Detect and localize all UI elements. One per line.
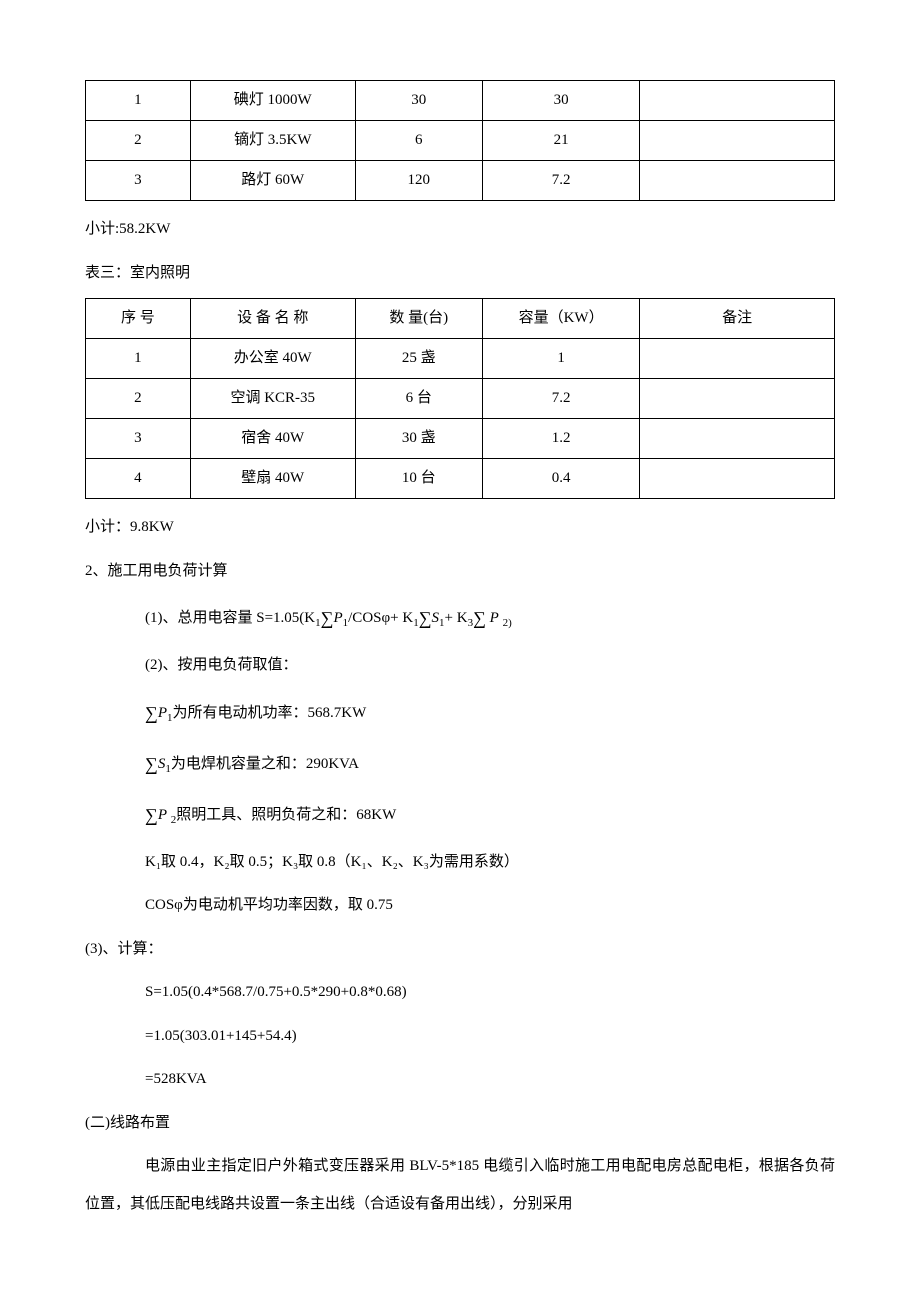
cell-name: 宿舍 40W	[190, 419, 355, 459]
table-row: 2 镝灯 3.5KW 6 21	[86, 121, 835, 161]
formula-1-text-c: + K	[445, 610, 468, 626]
cell-qty: 6	[355, 121, 482, 161]
cell-cap: 0.4	[482, 459, 639, 499]
cell-qty: 25 盏	[355, 339, 482, 379]
cell-remark	[640, 81, 835, 121]
cell-no: 3	[86, 419, 191, 459]
var-p: P	[158, 704, 167, 720]
formula-1: (1)、总用电容量 S=1.05(K1∑P1/COSφ+ K1∑S1+ K3∑ …	[85, 596, 835, 641]
cell-no: 2	[86, 121, 191, 161]
cell-cap: 30	[482, 81, 639, 121]
cell-cap: 1.2	[482, 419, 639, 459]
sigma-icon: ∑	[145, 742, 158, 787]
table-header-row: 序 号 设 备 名 称 数 量(台) 容量（KW） 备注	[86, 299, 835, 339]
sigma-icon: ∑	[419, 596, 432, 641]
cos-phi-line: COSφ为电动机平均功率因数，取 0.75	[85, 887, 835, 925]
p2-text: 照明工具、照明负荷之和：68KW	[176, 806, 396, 822]
cell-no: 2	[86, 379, 191, 419]
var-p: P	[333, 610, 342, 626]
table-row: 1 办公室 40W 25 盏 1	[86, 339, 835, 379]
p1-text: 为所有电动机功率：568.7KW	[173, 704, 367, 720]
cell-qty: 30	[355, 81, 482, 121]
cell-name: 办公室 40W	[190, 339, 355, 379]
var-s: S	[432, 610, 440, 626]
var-p: P	[158, 806, 167, 822]
cell-cap: 7.2	[482, 161, 639, 201]
cell-remark	[640, 419, 835, 459]
sigma-icon: ∑	[145, 691, 158, 736]
cell-remark	[640, 339, 835, 379]
cell-remark	[640, 121, 835, 161]
s1-text: 为电焊机容量之和：290KVA	[171, 755, 359, 771]
cell-cap: 21	[482, 121, 639, 161]
formula-2-title: (2)、按用电负荷取值：	[85, 647, 835, 685]
cell-name: 路灯 60W	[190, 161, 355, 201]
table-row: 4 壁扇 40W 10 台 0.4	[86, 459, 835, 499]
table-row: 3 路灯 60W 120 7.2	[86, 161, 835, 201]
header-name: 设 备 名 称	[190, 299, 355, 339]
calc-line-3: =528KVA	[85, 1061, 835, 1099]
cell-remark	[640, 379, 835, 419]
section-ii-body: 电源由业主指定旧户外箱式变压器采用 BLV-5*185 电缆引入临时施工用电配电…	[85, 1148, 835, 1223]
header-cap: 容量（KW）	[482, 299, 639, 339]
cell-qty: 10 台	[355, 459, 482, 499]
cell-cap: 7.2	[482, 379, 639, 419]
table-row: 2 空调 KCR-35 6 台 7.2	[86, 379, 835, 419]
p1-sum-line: ∑P1为所有电动机功率：568.7KW	[85, 691, 835, 736]
formula-1-text-a: (1)、总用电容量 S=1.05(K	[145, 610, 315, 626]
cell-name: 空调 KCR-35	[190, 379, 355, 419]
s1-sum-line: ∑S1为电焊机容量之和：290KVA	[85, 742, 835, 787]
cell-no: 3	[86, 161, 191, 201]
cell-name: 碘灯 1000W	[190, 81, 355, 121]
calc-line-2: =1.05(303.01+145+54.4)	[85, 1018, 835, 1056]
cell-name: 镝灯 3.5KW	[190, 121, 355, 161]
table-row: 1 碘灯 1000W 30 30	[86, 81, 835, 121]
p2-sum-line: ∑P 2照明工具、照明负荷之和：68KW	[85, 793, 835, 838]
sigma-icon: ∑	[473, 596, 486, 641]
cell-no: 4	[86, 459, 191, 499]
calc-title: (3)、计算：	[85, 931, 835, 969]
sigma-icon: ∑	[145, 793, 158, 838]
indoor-lighting-table: 序 号 设 备 名 称 数 量(台) 容量（KW） 备注 1 办公室 40W 2…	[85, 298, 835, 499]
table-row: 3 宿舍 40W 30 盏 1.2	[86, 419, 835, 459]
cell-name: 壁扇 40W	[190, 459, 355, 499]
cell-no: 1	[86, 339, 191, 379]
section-ii-title: (二)线路布置	[85, 1105, 835, 1143]
section-2-title: 2、施工用电负荷计算	[85, 553, 835, 591]
sigma-icon: ∑	[321, 596, 334, 641]
cell-no: 1	[86, 81, 191, 121]
cell-cap: 1	[482, 339, 639, 379]
var-p: P	[490, 610, 499, 626]
cell-qty: 30 盏	[355, 419, 482, 459]
header-no: 序 号	[86, 299, 191, 339]
formula-1-text-b: /COSφ+ K	[348, 610, 413, 626]
subtotal-1: 小计:58.2KW	[85, 211, 835, 249]
cell-qty: 120	[355, 161, 482, 201]
k-values-line: K₁取 0.4，K₂取 0.5；K₃取 0.8（K₁、K₂、K₃为需用系数）	[85, 844, 835, 882]
subtotal-2: 小计：9.8KW	[85, 509, 835, 547]
sub-2: 2)	[503, 617, 512, 629]
header-remark: 备注	[640, 299, 835, 339]
table2-title: 表三：室内照明	[85, 255, 835, 293]
calc-line-1: S=1.05(0.4*568.7/0.75+0.5*290+0.8*0.68)	[85, 974, 835, 1012]
cell-remark	[640, 161, 835, 201]
cell-remark	[640, 459, 835, 499]
cell-qty: 6 台	[355, 379, 482, 419]
outdoor-lighting-table: 1 碘灯 1000W 30 30 2 镝灯 3.5KW 6 21 3 路灯 60…	[85, 80, 835, 201]
header-qty: 数 量(台)	[355, 299, 482, 339]
